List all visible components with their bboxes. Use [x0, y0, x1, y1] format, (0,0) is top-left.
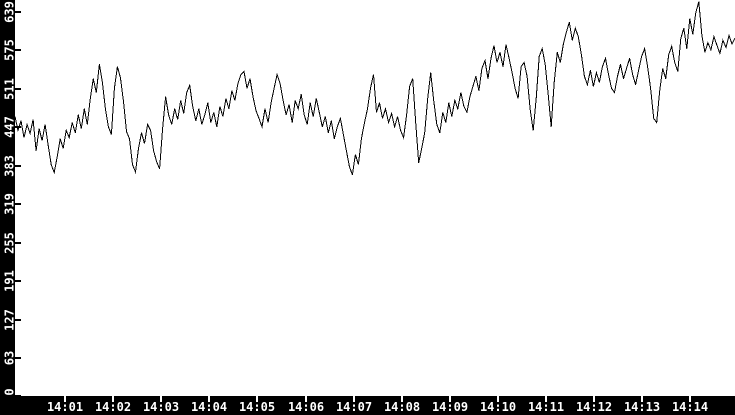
y-axis-tick-label: 255	[3, 232, 17, 254]
y-tick	[15, 165, 21, 167]
x-axis-bar	[0, 396, 735, 415]
x-axis-tick-label: 14:01	[47, 400, 83, 414]
x-axis-tick-label: 14:03	[143, 400, 179, 414]
x-tick	[353, 396, 355, 402]
y-tick	[15, 203, 21, 205]
x-axis-tick-label: 14:12	[576, 400, 612, 414]
x-axis-tick-label: 14:07	[336, 400, 372, 414]
y-axis-bar	[0, 0, 15, 396]
x-axis-tick-label: 14:04	[191, 400, 227, 414]
x-tick	[305, 396, 307, 402]
y-tick	[15, 242, 21, 244]
x-tick	[593, 396, 595, 402]
y-tick	[15, 11, 21, 13]
x-axis-tick-label: 14:08	[384, 400, 420, 414]
y-tick	[15, 319, 21, 321]
x-tick	[497, 396, 499, 402]
data-line	[14, 1, 735, 176]
y-axis-tick-label: 191	[3, 270, 17, 292]
x-tick	[401, 396, 403, 402]
y-axis-tick-label: 319	[3, 193, 17, 215]
x-tick	[112, 396, 114, 402]
x-axis-tick-label: 14:13	[624, 400, 660, 414]
x-axis-tick-label: 14:05	[239, 400, 275, 414]
y-axis-tick-label: 447	[3, 116, 17, 138]
x-axis-tick-label: 14:14	[672, 400, 708, 414]
x-tick	[64, 396, 66, 402]
x-axis-tick-label: 14:10	[480, 400, 516, 414]
x-tick	[449, 396, 451, 402]
x-axis-tick-label: 14:02	[95, 400, 131, 414]
y-tick	[15, 88, 21, 90]
x-tick	[689, 396, 691, 402]
y-axis-tick-label: 0	[3, 388, 17, 395]
y-axis-tick-label: 383	[3, 155, 17, 177]
x-tick	[256, 396, 258, 402]
y-tick	[15, 395, 21, 397]
x-tick	[160, 396, 162, 402]
x-axis-tick-label: 14:11	[528, 400, 564, 414]
y-tick	[15, 49, 21, 51]
x-tick	[208, 396, 210, 402]
x-axis-tick-label: 14:09	[432, 400, 468, 414]
y-axis-tick-label: 575	[3, 39, 17, 61]
y-axis-tick-label: 639	[3, 1, 17, 23]
y-tick	[15, 126, 21, 128]
y-axis-tick-label: 127	[3, 309, 17, 331]
x-tick	[545, 396, 547, 402]
x-axis-tick-label: 14:06	[288, 400, 324, 414]
y-axis-tick-label: 511	[3, 78, 17, 100]
y-tick	[15, 280, 21, 282]
y-axis-tick-label: 63	[3, 351, 17, 365]
y-tick	[15, 357, 21, 359]
x-tick	[641, 396, 643, 402]
